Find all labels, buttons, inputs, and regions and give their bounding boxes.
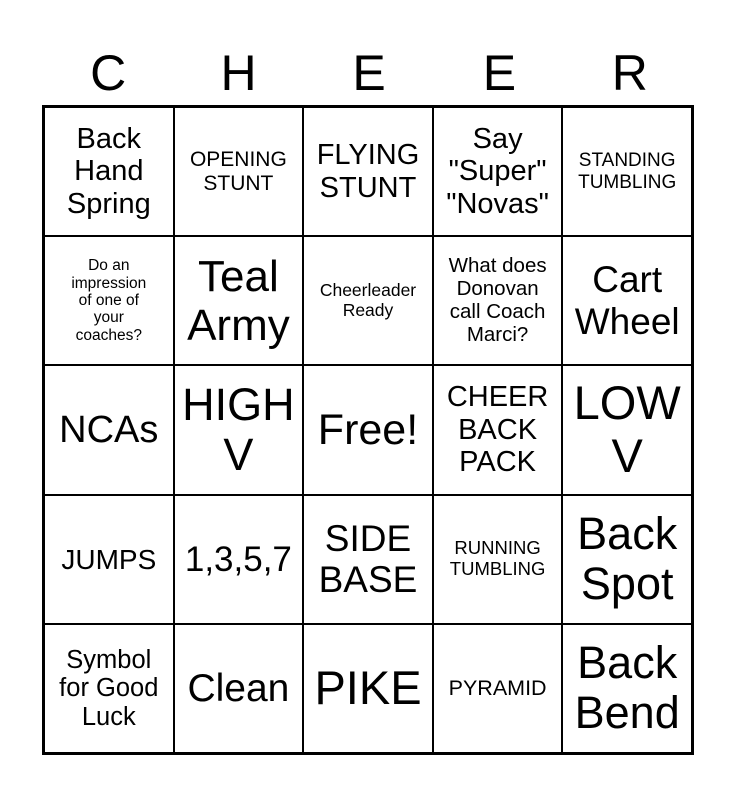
header-letter: E [352,45,386,101]
bingo-cell[interactable]: FLYING STUNT [303,107,433,237]
bingo-cell[interactable]: Cart Wheel [562,236,692,366]
bingo-cell[interactable]: CHEER BACK PACK [432,365,563,495]
bingo-cell[interactable]: RUNNING TUMBLING [432,494,563,624]
header-letter: E [482,45,517,101]
bingo-cell-text: Cart Wheel [574,259,680,342]
bingo-cell-text: SIDE BASE [318,517,418,601]
bingo-cell-text: What does Donovan call Coach Marci? [448,253,547,346]
bingo-cell[interactable]: SIDE BASE [303,494,433,624]
bingo-cell[interactable]: LOW V [562,365,692,495]
bingo-cell[interactable]: 1,3,5,7 [173,494,304,624]
bingo-cell-text: JUMPS [61,543,157,575]
bingo-cell[interactable]: What does Donovan call Coach Marci? [432,236,563,366]
bingo-cell-text: Back Spot [577,507,678,610]
bingo-cell[interactable]: PIKE [303,623,433,753]
header-letter: H [220,45,257,101]
bingo-cell[interactable]: HIGH V [173,365,304,495]
bingo-cell[interactable]: OPENING STUNT [173,107,304,237]
bingo-cell-text: FLYING STUNT [316,139,420,204]
bingo-cell-text: OPENING STUNT [189,148,287,195]
bingo-cell-text: Do an impression of one of your coaches? [71,257,147,344]
bingo-cell-text: Say "Super" "Novas" [446,122,549,220]
bingo-cell[interactable]: PYRAMID [432,623,563,753]
bingo-cell-text: PIKE [314,661,422,715]
bingo-cell-text: Free! [317,405,419,454]
bingo-cell-text: Cheerleader Ready [319,280,417,320]
bingo-cell-text: 1,3,5,7 [184,539,292,579]
header-letter: C [90,45,127,101]
bingo-cell-text: Clean [187,666,290,710]
bingo-cell[interactable]: Teal Army [173,236,304,366]
bingo-cell[interactable]: Symbol for Good Luck [44,623,174,753]
bingo-cell-text: PYRAMID [448,676,547,701]
bingo-cell[interactable]: Clean [173,623,304,753]
bingo-header: C H E E R [43,40,695,106]
bingo-cell-text: STANDING TUMBLING [578,150,677,193]
bingo-cell-text: CHEER BACK PACK [446,381,549,479]
bingo-cell-text: Symbol for Good Luck [59,645,159,731]
bingo-cell[interactable]: Back Hand Spring [44,107,174,237]
bingo-cell[interactable]: Cheerleader Ready [303,236,433,366]
bingo-cell[interactable]: Do an impression of one of your coaches? [44,236,174,366]
bingo-cell-text: Back Hand Spring [66,122,151,220]
bingo-cell[interactable]: Say "Super" "Novas" [432,107,563,237]
bingo-cell-text: Teal Army [187,251,290,350]
bingo-cell[interactable]: Back Spot [562,494,692,624]
bingo-cell[interactable]: JUMPS [44,494,174,624]
bingo-cell-text: LOW V [573,376,681,482]
header-letter: R [611,45,648,101]
bingo-cell-text: Back Bend [574,637,680,739]
bingo-cell[interactable]: Free! [303,365,433,495]
bingo-cell-text: RUNNING TUMBLING [449,537,546,580]
bingo-cell[interactable]: NCAs [44,365,174,495]
bingo-grid: Back Hand Spring OPENING STUNT FLYING STUN… [42,105,694,755]
bingo-cell[interactable]: STANDING TUMBLING [562,107,692,237]
bingo-cell-text: HIGH V [182,378,295,480]
bingo-cell-text: NCAs [59,408,159,451]
bingo-cell[interactable]: Back Bend [562,623,692,753]
